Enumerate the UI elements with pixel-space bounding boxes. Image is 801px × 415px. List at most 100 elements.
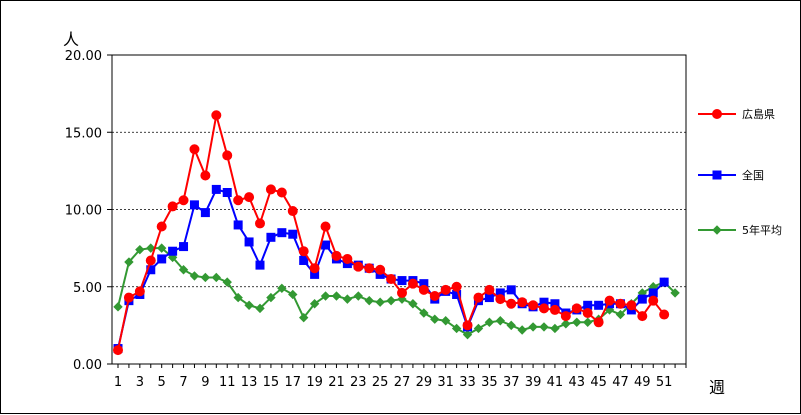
data-point: [364, 263, 375, 274]
data-point: [320, 221, 331, 232]
data-point: [626, 300, 637, 311]
data-point: [484, 284, 495, 295]
data-point: [342, 253, 353, 264]
data-point: [124, 257, 134, 267]
data-point: [331, 250, 342, 261]
data-point: [244, 300, 254, 310]
x-axis-ticks: 1 3 5 7 9 11 13 15 17 19 21 23 25 27 29 31 33 35 37 39 41 43 4…: [114, 364, 687, 390]
data-point: [200, 272, 211, 283]
series-hiroshima: [113, 110, 670, 356]
y-tick-label: 0.00: [73, 358, 102, 373]
data-point: [156, 243, 167, 253]
data-point: [550, 323, 560, 334]
data-point: [353, 291, 364, 301]
data-point: [484, 317, 495, 327]
data-point: [604, 295, 615, 306]
x-tick-label: 51: [656, 375, 673, 390]
data-point: [233, 220, 243, 230]
data-point: [561, 319, 571, 329]
x-tick-label: 13: [241, 375, 258, 390]
x-tick-label: 23: [350, 375, 367, 390]
data-point: [397, 287, 407, 298]
x-tick-label: 33: [459, 375, 476, 390]
data-point: [255, 260, 265, 270]
x-tick-label: 45: [590, 375, 607, 390]
data-point: [288, 289, 298, 300]
data-point: [517, 297, 528, 308]
x-tick-label: 39: [525, 375, 542, 390]
data-point: [200, 170, 211, 181]
data-point: [321, 240, 331, 250]
y-tick-label: 10.00: [65, 204, 102, 219]
data-point: [712, 109, 722, 119]
data-point: [168, 246, 178, 256]
data-point: [189, 144, 200, 155]
x-tick-label: 3: [136, 375, 144, 390]
data-point: [287, 206, 298, 217]
series-line: [117, 114, 665, 351]
series-lines: [113, 110, 680, 356]
data-point: [659, 277, 669, 287]
x-tick-label: 43: [568, 375, 585, 390]
legend-entry: 5年平均: [698, 223, 782, 237]
data-point: [178, 265, 189, 275]
data-point: [189, 200, 199, 210]
legend-entry: 全国: [698, 168, 764, 182]
data-point: [572, 317, 582, 327]
data-point: [386, 295, 396, 306]
x-tick-label: 49: [634, 375, 651, 390]
data-point: [637, 311, 648, 322]
data-point: [462, 329, 473, 340]
data-point: [462, 320, 473, 331]
data-point: [495, 316, 506, 326]
data-point: [265, 184, 276, 195]
data-point: [712, 225, 722, 235]
data-point: [342, 294, 353, 304]
data-point: [145, 255, 156, 266]
data-point: [233, 195, 244, 206]
x-tick-label: 31: [437, 375, 454, 390]
data-point: [528, 300, 539, 311]
data-point: [506, 298, 517, 309]
y-tick-label: 20.00: [65, 49, 102, 64]
x-tick-label: 21: [328, 375, 345, 390]
data-point: [506, 285, 516, 295]
data-point: [134, 286, 145, 297]
x-tick-label: 9: [201, 375, 209, 390]
data-point: [222, 277, 232, 287]
data-point: [615, 298, 626, 309]
data-point: [594, 300, 604, 310]
x-tick-label: 5: [158, 375, 166, 390]
data-point: [255, 303, 265, 314]
data-point: [473, 292, 484, 303]
data-point: [113, 302, 123, 312]
data-point: [320, 291, 331, 301]
x-tick-label: 47: [612, 375, 629, 390]
data-point: [440, 284, 451, 295]
data-point: [429, 291, 440, 302]
data-point: [222, 150, 233, 161]
data-point: [156, 221, 167, 232]
data-point: [233, 292, 243, 303]
y-tick-label: 5.00: [73, 281, 102, 296]
x-tick-label: 27: [394, 375, 411, 390]
data-point: [473, 323, 484, 334]
data-point: [560, 311, 571, 322]
x-tick-label: 25: [372, 375, 389, 390]
data-point: [637, 294, 647, 304]
data-point: [397, 276, 407, 286]
data-point: [539, 322, 549, 332]
data-point: [419, 308, 429, 318]
data-point: [495, 294, 506, 305]
data-point: [244, 192, 255, 203]
data-point: [712, 170, 722, 180]
data-point: [375, 297, 385, 307]
data-point: [211, 184, 221, 194]
data-point: [123, 292, 134, 303]
legend-entry: 広島県: [698, 107, 775, 121]
legend-label: 全国: [742, 168, 764, 182]
data-point: [244, 237, 254, 247]
y-tick-label: 15.00: [65, 126, 102, 141]
data-point: [222, 188, 232, 198]
